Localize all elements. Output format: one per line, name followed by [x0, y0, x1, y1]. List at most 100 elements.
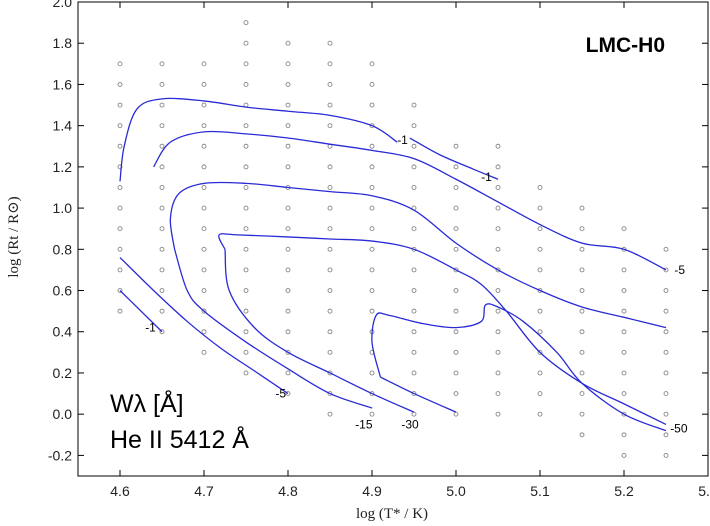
model-grid-point [327, 81, 333, 87]
model-grid-point [285, 370, 291, 376]
model-grid-point [495, 164, 501, 170]
model-grid-point [117, 226, 123, 232]
model-grid-point [285, 329, 291, 335]
model-grid-point [285, 123, 291, 129]
model-grid-point [243, 205, 249, 211]
model-grid-point [495, 205, 501, 211]
model-grid-point [243, 308, 249, 314]
model-grid-point [621, 391, 627, 397]
contour-label: -1 [397, 133, 408, 147]
y-tick-label: 0.2 [53, 365, 73, 381]
model-grid-point [159, 164, 165, 170]
model-grid-point [411, 370, 417, 376]
model-grid-point [495, 349, 501, 355]
model-grid-point [453, 411, 459, 417]
model-grid-point [411, 267, 417, 273]
x-tick-label: 5.1 [530, 483, 550, 499]
model-grid-point [663, 308, 669, 314]
contour-label: -15 [355, 417, 373, 431]
y-tick-label: 2.0 [53, 0, 73, 10]
model-grid-point [453, 164, 459, 170]
model-grid-point [243, 40, 249, 46]
model-grid-point [285, 164, 291, 170]
x-tick-label: 5.0 [446, 483, 466, 499]
model-grid-point [327, 226, 333, 232]
y-tick-label: -0.2 [48, 447, 72, 463]
model-grid-point [537, 267, 543, 273]
model-grid-point [537, 308, 543, 314]
model-grid-point [327, 40, 333, 46]
model-grid-point [579, 411, 585, 417]
model-grid-point [579, 308, 585, 314]
y-tick-label: 1.2 [53, 159, 73, 175]
y-tick-label: 1.4 [53, 118, 73, 134]
model-grid-point [453, 185, 459, 190]
model-grid-point [369, 370, 375, 376]
model-grid-point [495, 308, 501, 314]
model-grid-point [327, 246, 333, 252]
model-grid-point [327, 205, 333, 211]
model-grid-point [117, 308, 123, 314]
y-tick-label: 0.8 [53, 241, 73, 257]
model-grid-point [327, 185, 333, 190]
model-grid-point [243, 164, 249, 170]
model-grid-point [663, 391, 669, 397]
model-grid-point [117, 81, 123, 87]
model-grid-point [537, 185, 543, 190]
model-grid-point [285, 143, 291, 149]
model-grid-point [327, 288, 333, 293]
contour-label: -1 [145, 321, 156, 335]
model-grid-point [663, 349, 669, 355]
model-grid-point [411, 226, 417, 232]
model-grid-point [117, 267, 123, 273]
model-grid-point [327, 164, 333, 170]
model-grid-point [621, 226, 627, 232]
model-grid-point [621, 349, 627, 355]
model-grid-point [201, 349, 207, 355]
model-grid-point [327, 61, 333, 67]
model-grid-point [159, 308, 165, 314]
model-grid-point [579, 288, 585, 293]
model-grid-point [117, 185, 123, 190]
model-grid-point [537, 226, 543, 232]
annotation-line-1: Wλ [Å] [110, 388, 184, 418]
model-grid-point [117, 246, 123, 252]
model-grid-point [495, 143, 501, 149]
model-grid-point [159, 185, 165, 190]
model-grid-point [159, 288, 165, 293]
model-grid-point [621, 329, 627, 335]
model-grid-point [243, 226, 249, 232]
model-grid-point [369, 102, 375, 108]
model-grid-point [579, 329, 585, 335]
model-grid-point [285, 267, 291, 273]
model-grid-point [201, 185, 207, 190]
model-grid-point [243, 349, 249, 355]
model-grid-point [663, 370, 669, 376]
model-grid-point [159, 226, 165, 232]
model-grid-point [663, 246, 669, 252]
model-grid-point [495, 246, 501, 252]
contour-line-minus-30 [224, 249, 415, 413]
model-grid-point [285, 288, 291, 293]
x-tick-label: 4.8 [278, 483, 298, 499]
y-tick-label: 1.0 [53, 200, 73, 216]
contour-lines [119, 97, 667, 432]
model-grid-point [495, 329, 501, 335]
plot-frame [77, 1, 709, 477]
model-grid-point [285, 81, 291, 87]
model-grid-point [621, 288, 627, 293]
model-grid-point [369, 81, 375, 87]
model-grid-point [495, 370, 501, 376]
annotation-line-2: He II 5412 Å [110, 424, 249, 454]
model-grid-point [201, 205, 207, 211]
model-grid-point [201, 61, 207, 67]
model-grid-point [663, 452, 669, 458]
model-grid-point [369, 411, 375, 417]
model-grid-point [453, 267, 459, 273]
model-grid-point [327, 267, 333, 273]
model-grid-point [579, 205, 585, 211]
model-grid-point [369, 246, 375, 252]
model-grid-point [621, 267, 627, 273]
model-grid-point [621, 308, 627, 314]
